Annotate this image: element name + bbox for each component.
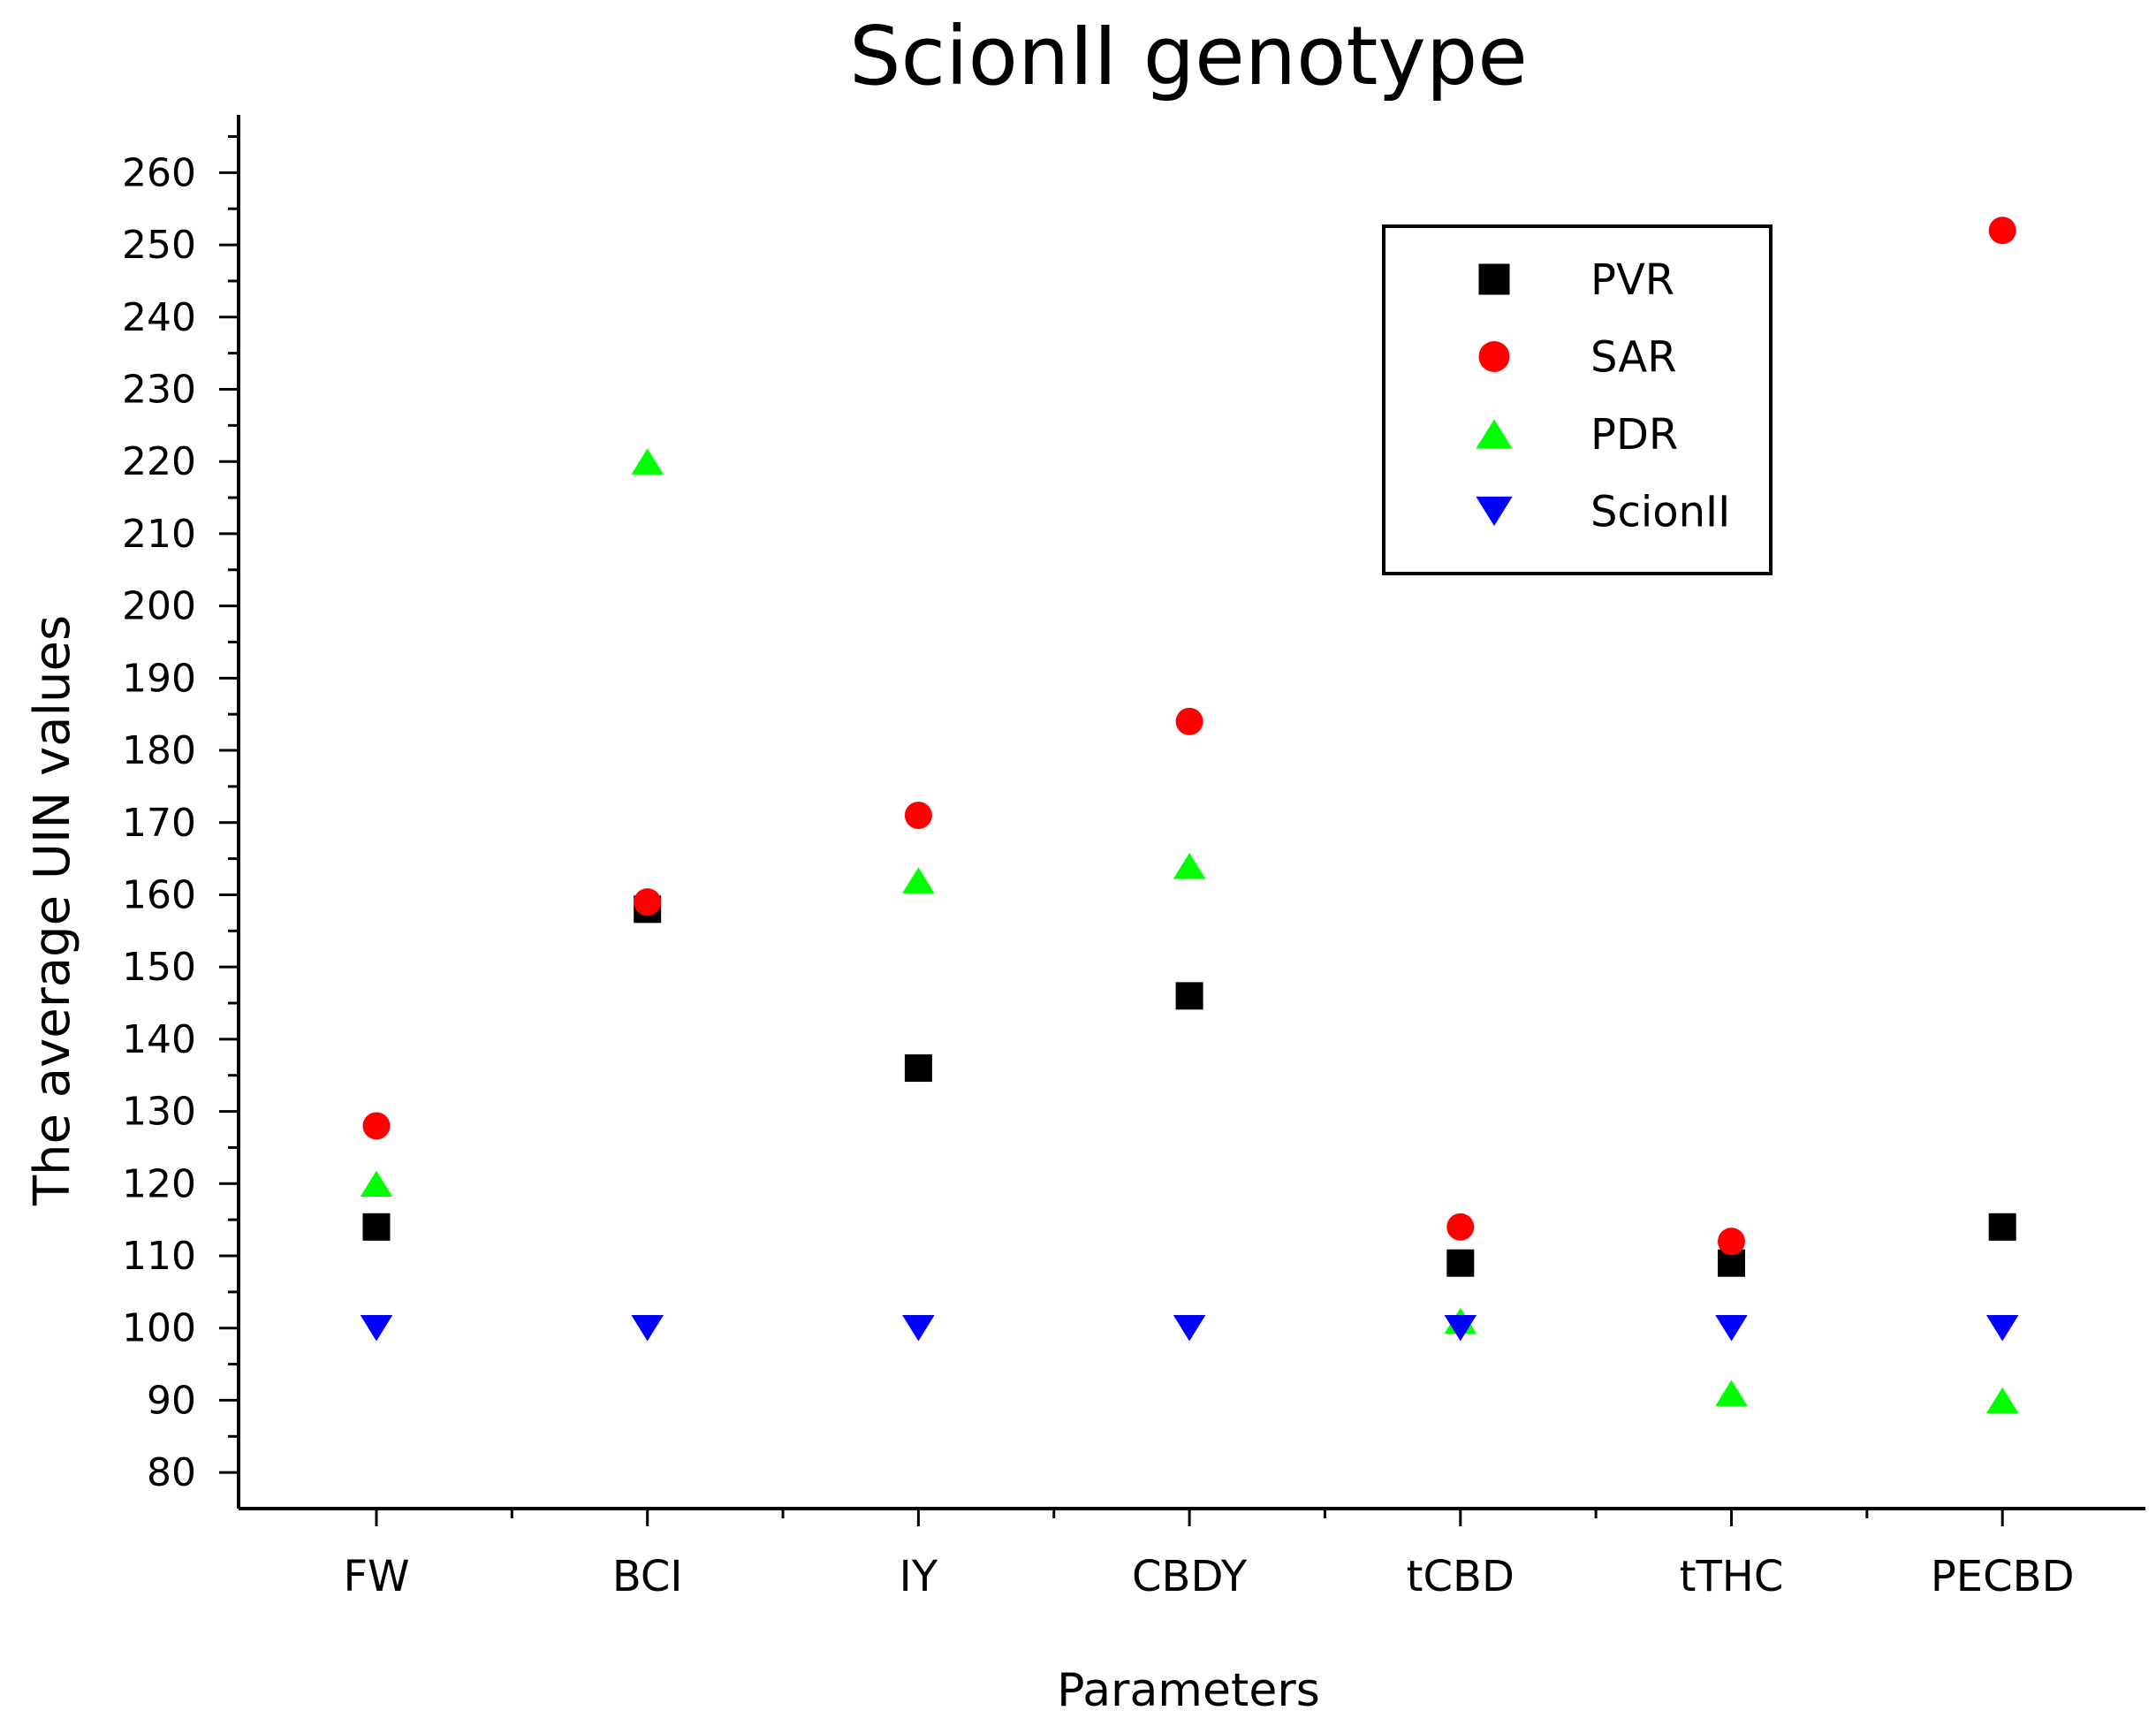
data-point-pdr-tthc xyxy=(1715,1380,1748,1406)
data-point-scionii-tcbd xyxy=(1444,1315,1477,1342)
data-point-sar-fw xyxy=(362,1112,391,1140)
x-tick-label: tCBD xyxy=(1407,1552,1515,1601)
y-tick-label: 250 xyxy=(122,223,196,268)
y-tick-label: 170 xyxy=(122,801,196,846)
data-point-scionii-cbdy xyxy=(1173,1315,1206,1342)
y-tick-label: 240 xyxy=(122,295,196,340)
y-tick-label: 260 xyxy=(122,150,196,195)
legend: PVR SAR PDR ScionII xyxy=(1382,224,1773,575)
data-points xyxy=(360,217,2019,1414)
x-tick-label: PECBD xyxy=(1931,1552,2075,1601)
data-point-scionii-pecbd xyxy=(1985,1315,2019,1342)
y-tick-label: 140 xyxy=(122,1017,196,1062)
x-tick-label: FW xyxy=(343,1552,409,1601)
legend-marker-scionii xyxy=(1476,496,1513,527)
data-point-sar-bci xyxy=(634,888,662,916)
data-point-pvr-fw xyxy=(362,1213,391,1241)
y-tick-label: 230 xyxy=(122,367,196,412)
data-point-pdr-fw xyxy=(360,1170,393,1198)
data-point-scionii-fw xyxy=(360,1315,393,1342)
y-tick-label: 150 xyxy=(122,945,196,990)
data-point-scionii-bci xyxy=(631,1315,664,1342)
legend-items: PVR SAR PDR ScionII xyxy=(1476,255,1730,537)
legend-marker-pdr xyxy=(1476,419,1513,449)
data-point-pvr-cbdy xyxy=(1175,982,1203,1010)
legend-marker-sar xyxy=(1478,341,1510,372)
data-point-sar-tcbd xyxy=(1446,1213,1475,1241)
legend-label-pdr: PDR xyxy=(1590,410,1678,460)
legend-box xyxy=(1382,224,1773,575)
x-axis-ticks: FW BCI IY CBDY tCBD tTHC PECBD xyxy=(343,1509,2075,1601)
data-point-pdr-iy xyxy=(902,867,935,893)
y-tick-label: 200 xyxy=(122,584,196,629)
y-tick-label: 210 xyxy=(122,512,196,557)
y-tick-label: 90 xyxy=(147,1378,196,1423)
legend-item-pdr: PDR xyxy=(1476,410,1678,460)
data-point-pvr-tcbd xyxy=(1446,1249,1475,1277)
legend-label-pvr: PVR xyxy=(1590,255,1674,305)
y-tick-label: 100 xyxy=(122,1306,196,1351)
data-point-pdr-cbdy xyxy=(1173,853,1206,879)
data-point-pvr-iy xyxy=(904,1054,932,1083)
legend-item-sar: SAR xyxy=(1478,333,1677,383)
y-tick-label: 190 xyxy=(122,656,196,701)
data-point-pdr-pecbd xyxy=(1985,1387,2019,1414)
legend-marker-pvr xyxy=(1478,263,1510,295)
y-tick-label: 80 xyxy=(147,1450,196,1495)
series-pdr xyxy=(360,448,2019,1414)
y-tick-label: 130 xyxy=(122,1090,196,1135)
legend-label-sar: SAR xyxy=(1590,333,1677,383)
data-point-pvr-pecbd xyxy=(1988,1213,2016,1241)
y-tick-label: 180 xyxy=(122,728,196,773)
series-sar xyxy=(362,217,2016,1256)
data-point-sar-tthc xyxy=(1718,1228,1745,1256)
series-pvr xyxy=(362,895,2016,1277)
data-point-scionii-iy xyxy=(902,1315,935,1342)
data-point-sar-pecbd xyxy=(1988,217,2016,245)
chart-title: ScionII genotype xyxy=(849,9,1528,103)
legend-label-scionii: ScionII xyxy=(1590,488,1730,537)
y-tick-label: 160 xyxy=(122,872,196,917)
x-tick-label: BCI xyxy=(612,1552,683,1601)
legend-item-scionii: ScionII xyxy=(1476,488,1730,537)
x-axis-label: Parameters xyxy=(1057,1664,1320,1717)
y-axis-label: The average UIN values xyxy=(24,615,81,1206)
data-point-pdr-bci xyxy=(631,448,664,475)
series-scionii xyxy=(360,1315,2019,1342)
y-axis-ticks: 80 90 100 110 120 130 140 150 160 170 180 190 200 210… xyxy=(122,135,239,1495)
data-point-sar-iy xyxy=(904,802,932,830)
y-tick-label: 220 xyxy=(122,439,196,484)
x-tick-label: tTHC xyxy=(1680,1552,1784,1601)
y-tick-label: 110 xyxy=(122,1234,196,1279)
data-point-sar-cbdy xyxy=(1175,707,1203,735)
legend-item-pvr: PVR xyxy=(1478,255,1674,305)
x-tick-label: IY xyxy=(900,1552,938,1601)
y-tick-label: 120 xyxy=(122,1161,196,1206)
x-tick-label: CBDY xyxy=(1132,1552,1248,1601)
data-point-scionii-tthc xyxy=(1715,1315,1748,1342)
